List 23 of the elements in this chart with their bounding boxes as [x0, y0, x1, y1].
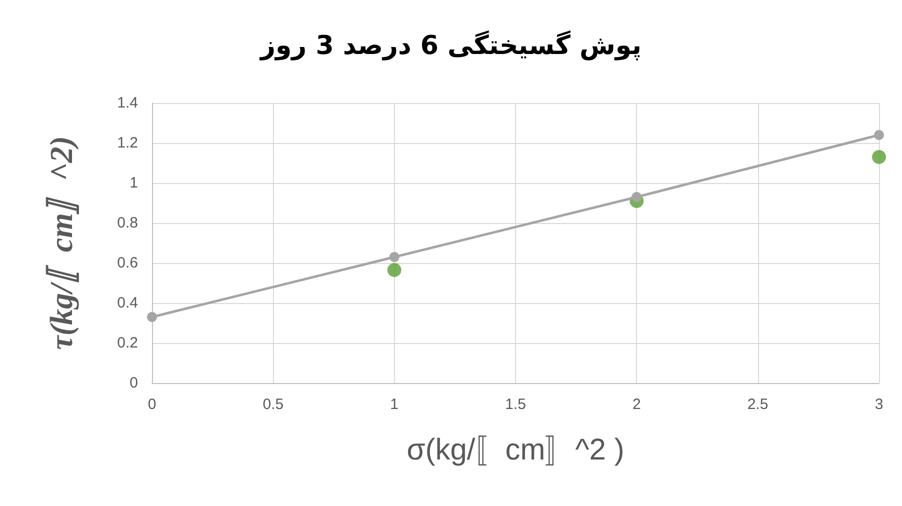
x-tick-label: 2 [632, 396, 641, 413]
x-axis-title: σ(kg/〚cm〛^2 ) [406, 434, 624, 466]
y-tick-label: 0.2 [117, 334, 138, 352]
y-tick-label: 1.4 [117, 94, 138, 112]
y-tick-label: 0.4 [117, 294, 138, 312]
point [872, 150, 886, 164]
x-tick-label: 1 [390, 396, 399, 413]
y-tick-label: 1.2 [117, 134, 138, 152]
x-tick-label: 0.5 [262, 396, 284, 413]
chart-title: پوش گسیختگی 6 درصد 3 روز [258, 30, 642, 61]
y-tick-label: 1 [130, 174, 138, 192]
y-tick-label: 0.8 [117, 214, 138, 232]
point [874, 130, 884, 140]
point [147, 312, 157, 322]
point [387, 263, 402, 277]
point [389, 252, 400, 262]
x-tick-label: 2.5 [747, 396, 768, 413]
y-tick-label: 0.6 [117, 254, 138, 272]
y-tick-label: 0 [130, 374, 138, 392]
y-axis-title: τ(kg/〚cm〛^2) [43, 136, 79, 350]
x-tick-label: 3 [874, 396, 884, 413]
x-tick-label: 1.5 [505, 396, 526, 413]
x-tick-label: 0 [148, 396, 156, 413]
